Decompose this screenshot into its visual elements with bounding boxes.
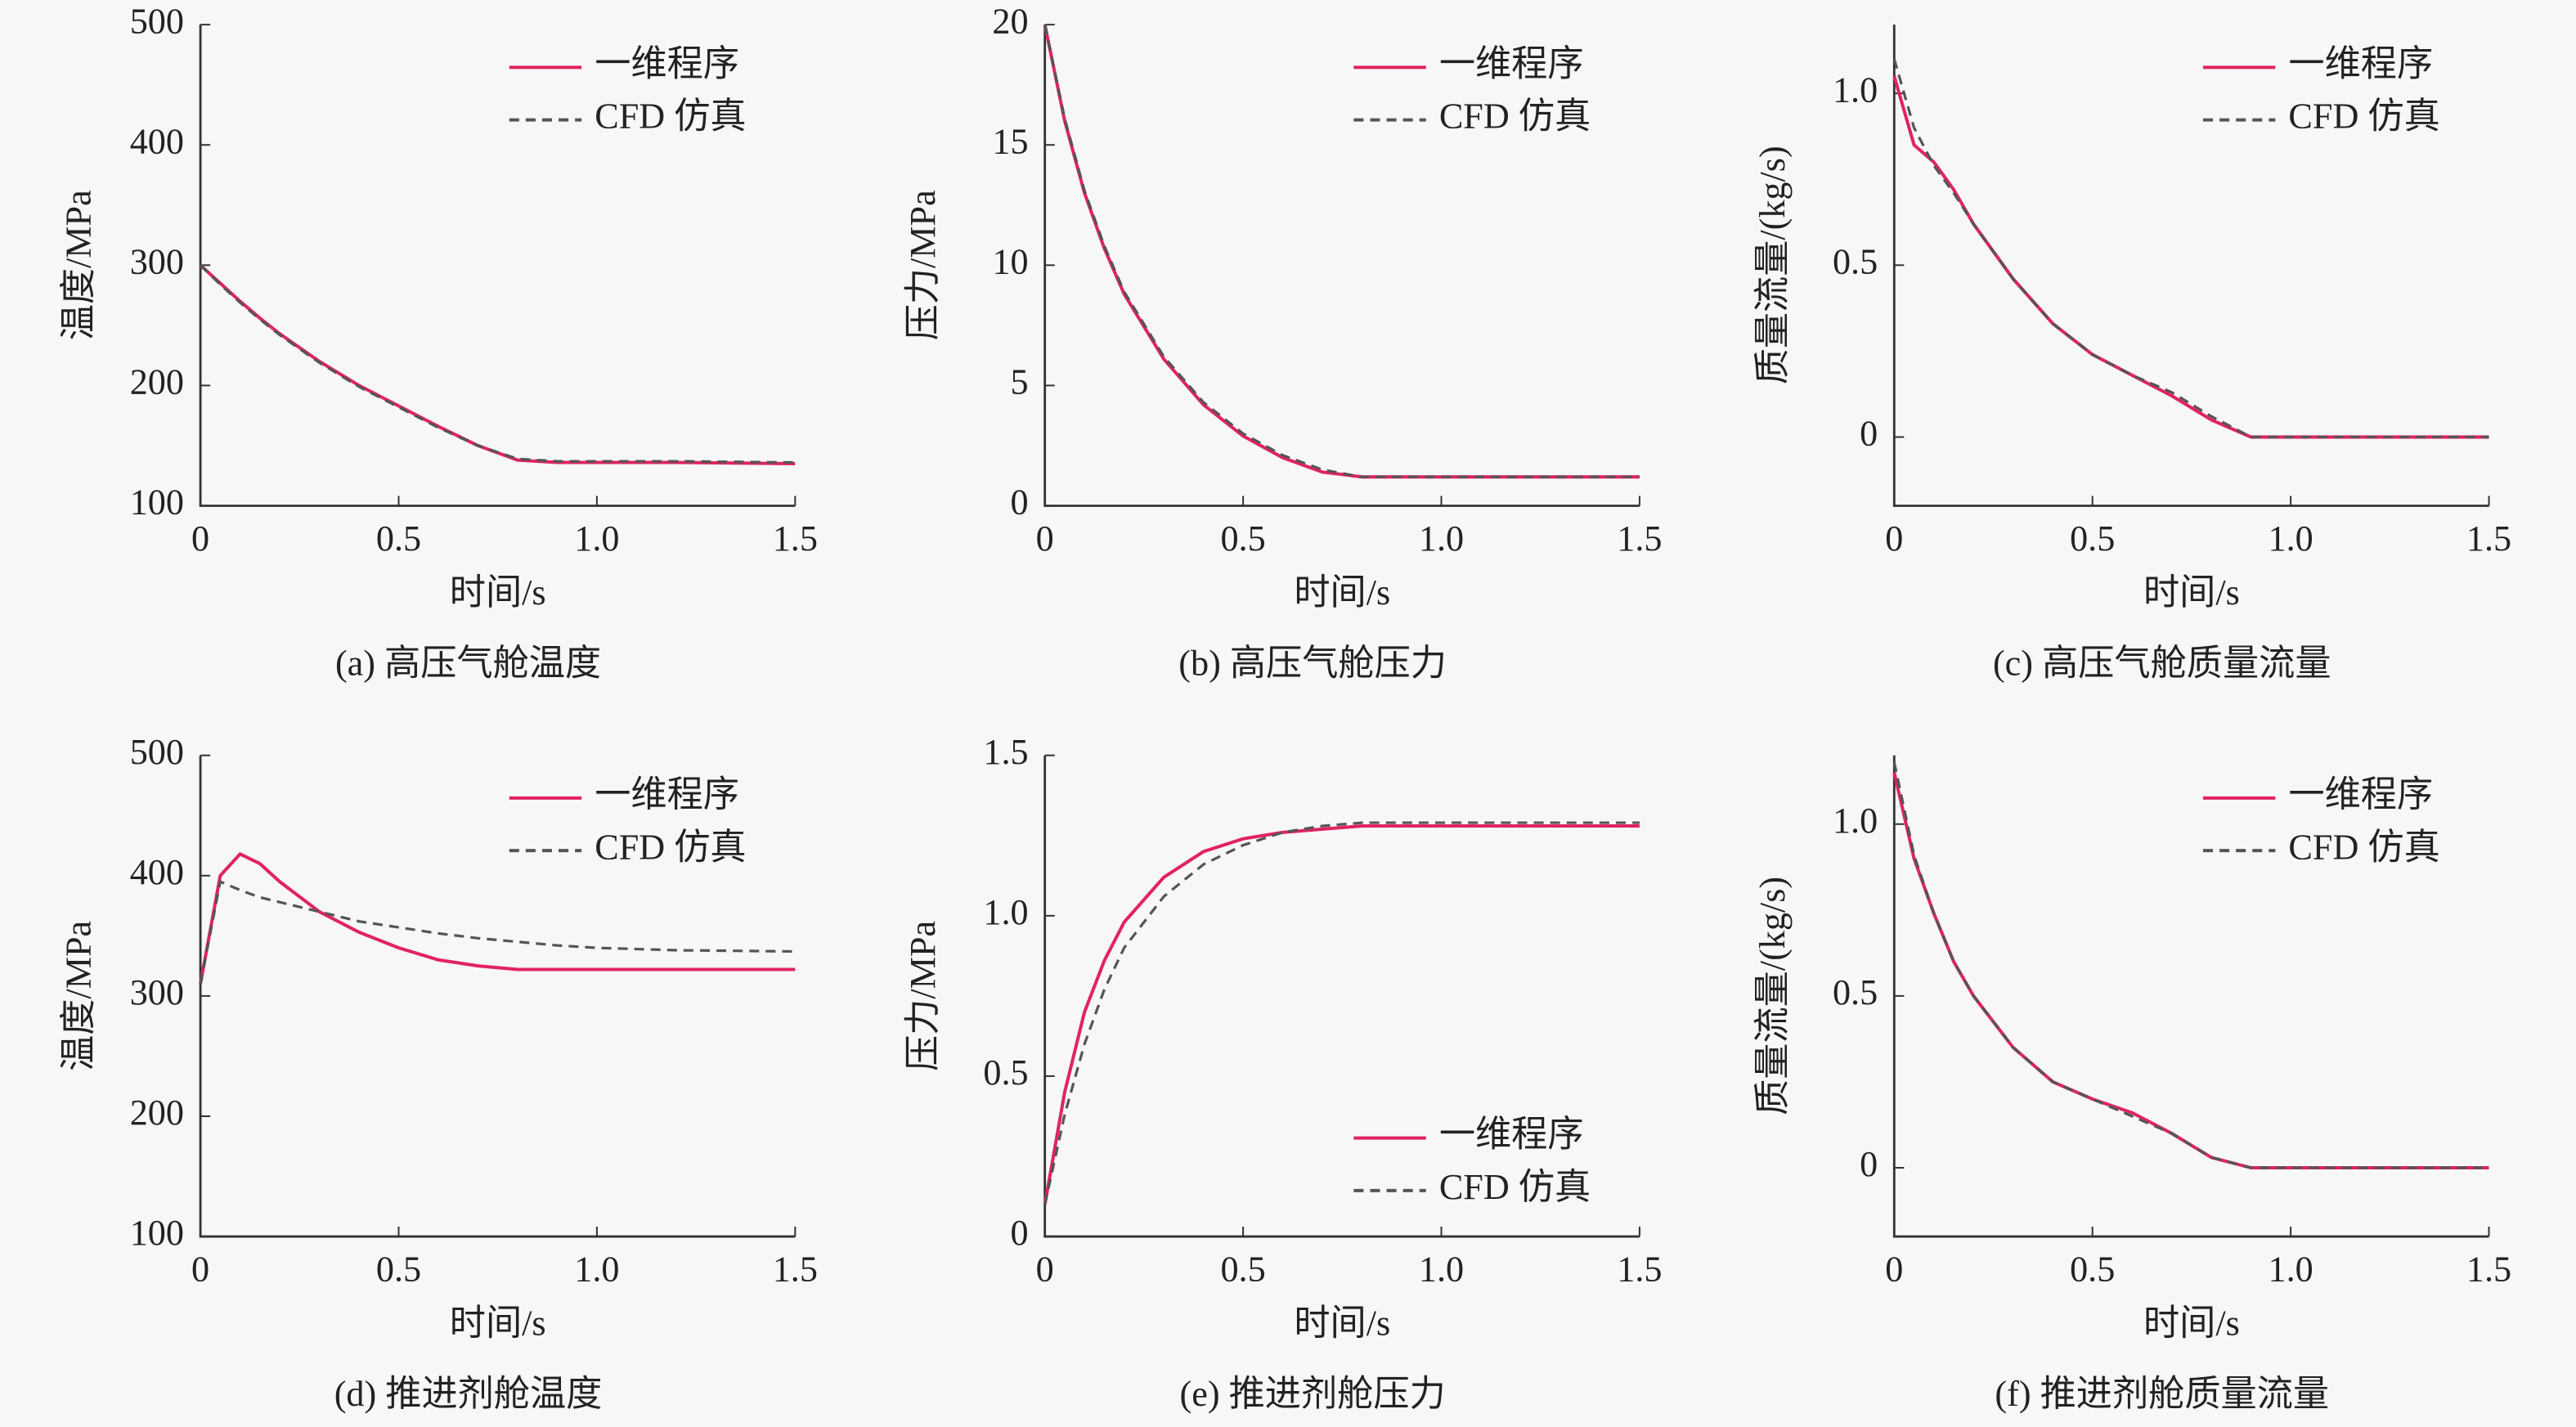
y-tick-label: 0 (1860, 1144, 1878, 1184)
x-tick-label: 1.0 (1419, 1249, 1464, 1289)
caption: (a) 高压气舱温度 (335, 643, 601, 683)
y-tick-label: 0 (1010, 482, 1028, 523)
x-tick-label: 1.5 (773, 518, 818, 559)
legend-label: CFD 仿真 (1439, 1167, 1591, 1207)
x-axis-label: 时间/s (1294, 1304, 1390, 1344)
caption: (b) 高压气舱压力 (1178, 643, 1447, 683)
legend-label: 一维程序 (595, 43, 739, 83)
x-tick-label: 0 (191, 1249, 209, 1289)
x-tick-label: 1.5 (2466, 518, 2511, 559)
y-tick-label: 1.5 (983, 732, 1028, 772)
series-line (1043, 823, 1640, 1205)
x-tick-label: 0 (1036, 518, 1054, 559)
legend-label: CFD 仿真 (2288, 827, 2439, 867)
series-line (1043, 24, 1640, 479)
y-tick-label: 500 (130, 1, 184, 41)
y-tick-label: 300 (130, 972, 184, 1012)
x-axis-label: 时间/s (450, 572, 546, 613)
y-tick-label: 300 (130, 241, 184, 281)
caption: (c) 高压气舱质量流量 (1993, 643, 2331, 683)
x-tick-label: 0.5 (1220, 518, 1265, 559)
y-axis-label: 压力/MPa (903, 190, 943, 340)
y-axis-label: 温度/MPa (59, 190, 99, 340)
y-tick-label: 1.0 (983, 892, 1028, 932)
caption: (d) 推进剂舱温度 (334, 1374, 603, 1414)
x-tick-label: 0.5 (376, 1249, 421, 1289)
x-axis-label: 时间/s (2143, 1304, 2240, 1344)
series-line (1892, 58, 2489, 439)
legend-label: 一维程序 (2288, 43, 2433, 83)
y-tick-label: 20 (992, 1, 1028, 41)
legend-label: CFD 仿真 (2288, 96, 2439, 137)
x-tick-label: 1.5 (773, 1249, 818, 1289)
y-tick-label: 0.5 (1833, 972, 1878, 1012)
x-tick-label: 1.0 (2269, 518, 2313, 559)
legend-label: CFD 仿真 (595, 96, 746, 137)
y-tick-label: 0.5 (1833, 241, 1878, 281)
legend-label: 一维程序 (595, 774, 739, 814)
x-tick-label: 0 (1036, 1249, 1054, 1289)
x-axis-label: 时间/s (450, 1304, 546, 1344)
y-tick-label: 0 (1860, 414, 1878, 454)
y-axis-label: 温度/MPa (59, 921, 99, 1071)
series-line (1043, 821, 1640, 1205)
x-tick-label: 0 (191, 518, 209, 559)
y-tick-label: 1.0 (1833, 801, 1878, 841)
x-tick-label: 0.5 (376, 518, 421, 559)
series-line (199, 851, 796, 985)
y-tick-label: 15 (992, 121, 1028, 161)
x-tick-label: 1.5 (2466, 1249, 2511, 1289)
y-tick-label: 0.5 (983, 1052, 1028, 1093)
y-tick-label: 400 (130, 852, 184, 892)
y-axis-label: 质量流量/(kg/s) (1752, 146, 1793, 384)
caption: (f) 推进剂舱质量流量 (1995, 1374, 2329, 1414)
series-line (199, 879, 796, 985)
y-axis-label: 压力/MPa (903, 921, 943, 1071)
x-tick-label: 1.5 (1617, 1249, 1662, 1289)
x-tick-label: 1.0 (1419, 518, 1464, 559)
y-tick-label: 5 (1010, 362, 1028, 402)
legend-label: 一维程序 (2288, 774, 2433, 814)
legend-label: CFD 仿真 (595, 827, 746, 867)
series-line (1892, 761, 2489, 1169)
y-tick-label: 10 (992, 241, 1028, 281)
y-tick-label: 500 (130, 732, 184, 772)
x-axis-label: 时间/s (2143, 572, 2240, 613)
legend-label: CFD 仿真 (1439, 96, 1591, 137)
y-tick-label: 100 (130, 482, 184, 523)
y-tick-label: 0 (1010, 1213, 1028, 1253)
x-axis-label: 时间/s (1294, 572, 1390, 613)
x-tick-label: 1.0 (574, 1249, 619, 1289)
series-line (1043, 24, 1640, 478)
y-axis-label: 质量流量/(kg/s) (1752, 877, 1793, 1115)
y-tick-label: 100 (130, 1213, 184, 1253)
x-tick-label: 1.0 (2269, 1249, 2313, 1289)
x-tick-label: 1.0 (574, 518, 619, 559)
x-tick-label: 1.5 (1617, 518, 1662, 559)
x-tick-label: 0 (1885, 518, 1903, 559)
series-line (199, 263, 796, 466)
x-tick-label: 0.5 (2070, 1249, 2115, 1289)
y-tick-label: 200 (130, 362, 184, 402)
legend-label: 一维程序 (1439, 43, 1584, 83)
legend-label: 一维程序 (1439, 1115, 1584, 1155)
series-line (199, 264, 796, 464)
y-tick-label: 1.0 (1833, 70, 1878, 110)
x-tick-label: 0 (1885, 1249, 1903, 1289)
caption: (e) 推进剂舱压力 (1180, 1374, 1446, 1414)
y-tick-label: 200 (130, 1093, 184, 1133)
x-tick-label: 0.5 (2070, 518, 2115, 559)
y-tick-label: 400 (130, 121, 184, 161)
x-tick-label: 0.5 (1220, 1249, 1265, 1289)
